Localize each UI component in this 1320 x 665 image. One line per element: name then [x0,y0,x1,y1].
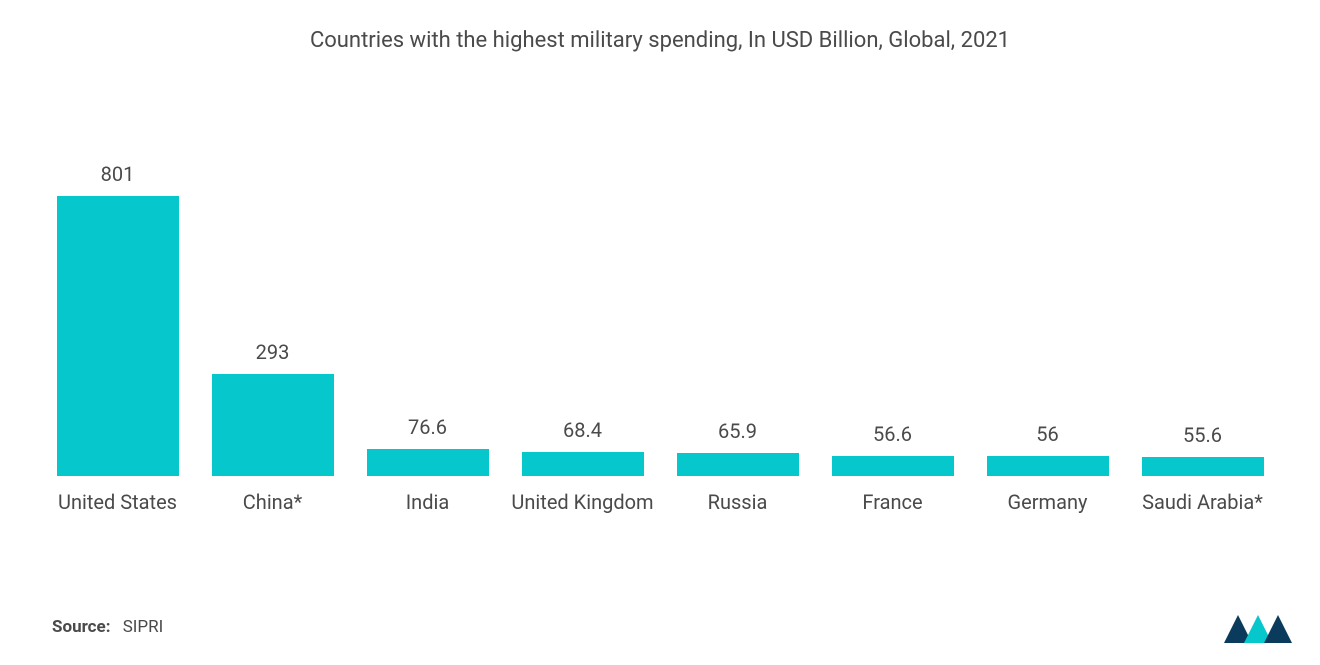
bar-group: 76.6 India [354,415,501,540]
bar-category-label: France [862,490,922,540]
brand-logo-icon [1220,607,1292,647]
bar-category-label: China* [243,490,302,540]
bar-group: 68.4 United Kingdom [509,418,656,540]
bar [212,374,334,476]
bar-category-label: India [406,490,450,540]
bar [832,456,954,476]
bar-value-label: 68.4 [563,418,602,442]
bar-value-label: 55.6 [1183,423,1222,447]
bar-group: 65.9 Russia [664,419,811,540]
bar-value-label: 56 [1036,422,1058,446]
bar [367,449,489,476]
source-value: SIPRI [123,617,164,637]
bar-group: 56.6 France [819,422,966,540]
bar [57,196,179,476]
chart-source: Source: SIPRI [52,617,163,637]
bar-category-label: United States [58,490,177,540]
bar [987,456,1109,476]
bar-value-label: 56.6 [873,422,912,446]
bar-category-label: Germany [1008,490,1088,540]
bar-value-label: 65.9 [718,419,757,443]
bar-category-label: Russia [708,490,768,540]
source-label: Source: [52,617,110,637]
bar [1142,457,1264,476]
bar-value-label: 293 [256,340,290,364]
bar [677,453,799,476]
bar-group: 801 United States [44,162,191,540]
bar-group: 55.6 Saudi Arabia* [1129,423,1276,540]
bar-group: 293 China* [199,340,346,540]
bar [522,452,644,476]
bar-value-label: 76.6 [408,415,447,439]
chart-plot-area: 801United States293China*76.6India68.4Un… [40,180,1280,540]
bar-group: 56 Germany [974,422,1121,540]
bar-category-label: United Kingdom [511,490,653,540]
bar-category-label: Saudi Arabia* [1142,490,1263,540]
bar-value-label: 801 [101,162,135,186]
chart-title: Countries with the highest military spen… [0,0,1320,53]
